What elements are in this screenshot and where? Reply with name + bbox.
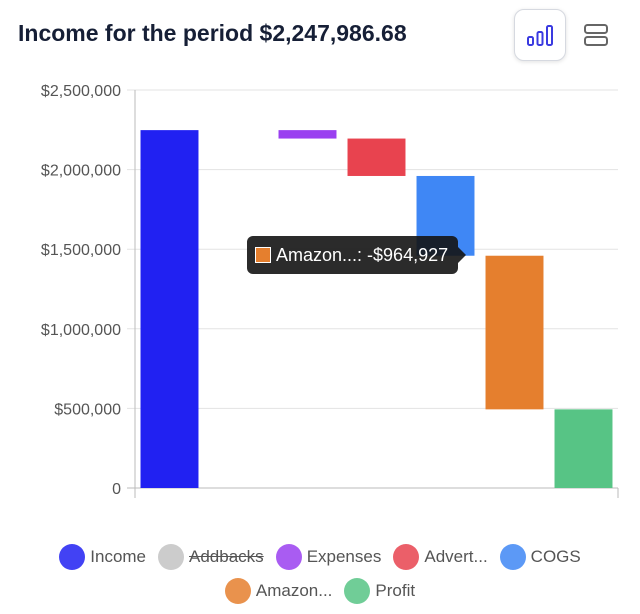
legend-label: Expenses: [306, 547, 382, 566]
page-title: Income for the period $2,247,986.68: [18, 20, 407, 46]
legend-label: COGS: [530, 547, 581, 566]
legend-label: Profit: [375, 581, 416, 600]
legend-item[interactable]: Income: [59, 544, 146, 570]
legend-swatch: [158, 544, 185, 570]
bar-expenses: [278, 130, 337, 139]
chart-tooltip: Amazon...: -$964,927: [247, 236, 467, 274]
legend-swatch: [224, 578, 251, 604]
legend-row: Income Addbacks Expenses Advert... COGS: [0, 540, 640, 574]
legend-item[interactable]: Addbacks: [158, 544, 264, 570]
legend-swatch: [344, 578, 371, 604]
legend-label: Addbacks: [189, 547, 264, 566]
chart-legend: Income Addbacks Expenses Advert... COGS Amaz…: [0, 540, 640, 608]
legend-label: Amazon...: [255, 581, 333, 600]
legend-item[interactable]: COGS: [499, 544, 581, 570]
legend-swatch: [59, 544, 86, 570]
tooltip-swatch: [255, 247, 271, 263]
legend-row: Amazon... Profit: [0, 574, 640, 608]
bar-chart-icon: [527, 25, 553, 46]
legend-label: Income: [90, 547, 147, 566]
bar-amazon: [485, 255, 544, 410]
y-tick-label: $500,000: [54, 401, 121, 418]
list-view-button[interactable]: [570, 9, 622, 61]
legend-item[interactable]: Amazon...: [224, 578, 333, 604]
legend-swatch: [275, 544, 302, 570]
legend-swatch: [393, 544, 420, 570]
legend-swatch: [499, 544, 526, 570]
tooltip-text: Amazon...: -$964,927: [276, 244, 449, 265]
legend-item[interactable]: Advert...: [393, 544, 488, 570]
legend-item[interactable]: Expenses: [275, 544, 382, 570]
list-view-icon: [584, 24, 608, 46]
y-tick-label: $1,000,000: [41, 322, 121, 339]
chart-view-button[interactable]: [514, 9, 566, 61]
bar-income: [140, 130, 199, 488]
y-tick-label: 0: [112, 481, 121, 498]
legend-label: Advert...: [424, 547, 488, 566]
legend-item[interactable]: Profit: [344, 578, 415, 604]
y-tick-label: $1,500,000: [41, 242, 121, 259]
y-tick-label: $2,000,000: [41, 163, 121, 180]
waterfall-chart: $2,500,000 $2,000,000 $1,500,000 $1,000,000…: [41, 83, 619, 498]
y-tick-label: $2,500,000: [41, 83, 121, 100]
bar-profit: [554, 409, 613, 488]
bar-advert: [347, 138, 406, 176]
